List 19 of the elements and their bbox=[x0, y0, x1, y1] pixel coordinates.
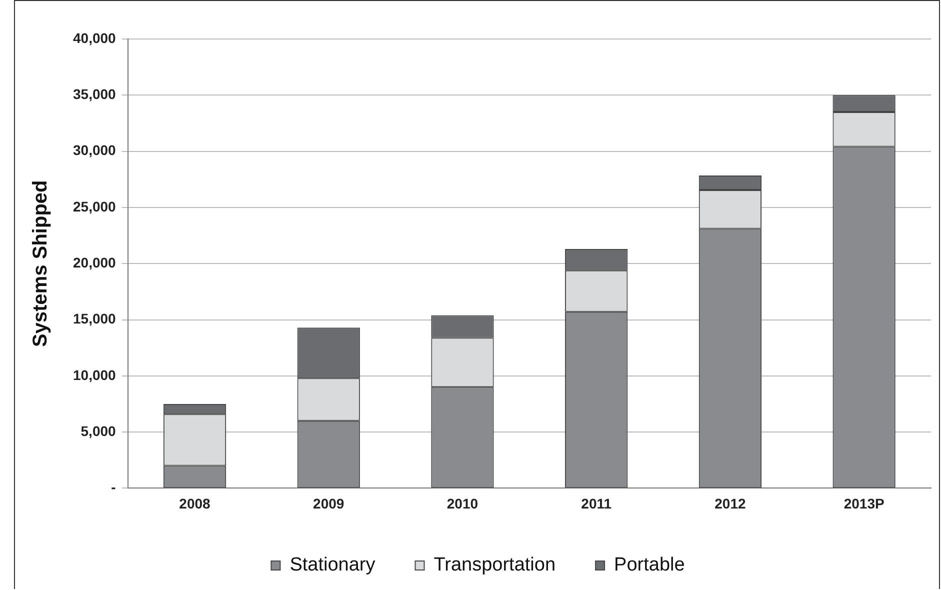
x-tick-label: 2010 bbox=[446, 495, 478, 512]
y-tick-label: 35,000 bbox=[72, 86, 116, 102]
y-tick-label: 15,000 bbox=[72, 310, 116, 327]
y-axis-title: Systems Shipped bbox=[30, 180, 52, 347]
legend-label: Stationary bbox=[290, 554, 376, 576]
x-tick-label: 2008 bbox=[179, 495, 211, 512]
y-tick-label: 20,000 bbox=[72, 254, 116, 270]
y-tick-label: 5,000 bbox=[80, 422, 116, 439]
x-tick-label: 2012 bbox=[714, 495, 746, 512]
y-tick-label: 30,000 bbox=[72, 142, 116, 158]
y-tick-label: - bbox=[111, 479, 116, 496]
legend-label: Portable bbox=[614, 554, 685, 576]
y-tick-label: 10,000 bbox=[72, 366, 116, 383]
x-tick-label: 2009 bbox=[313, 495, 344, 512]
y-tick-label: 40,000 bbox=[72, 30, 116, 46]
y-tick-label: 25,000 bbox=[72, 198, 116, 214]
x-tick-label: 2011 bbox=[581, 495, 612, 512]
legend-label: Transportation bbox=[434, 554, 556, 576]
x-tick-label: 2013P bbox=[844, 495, 884, 512]
